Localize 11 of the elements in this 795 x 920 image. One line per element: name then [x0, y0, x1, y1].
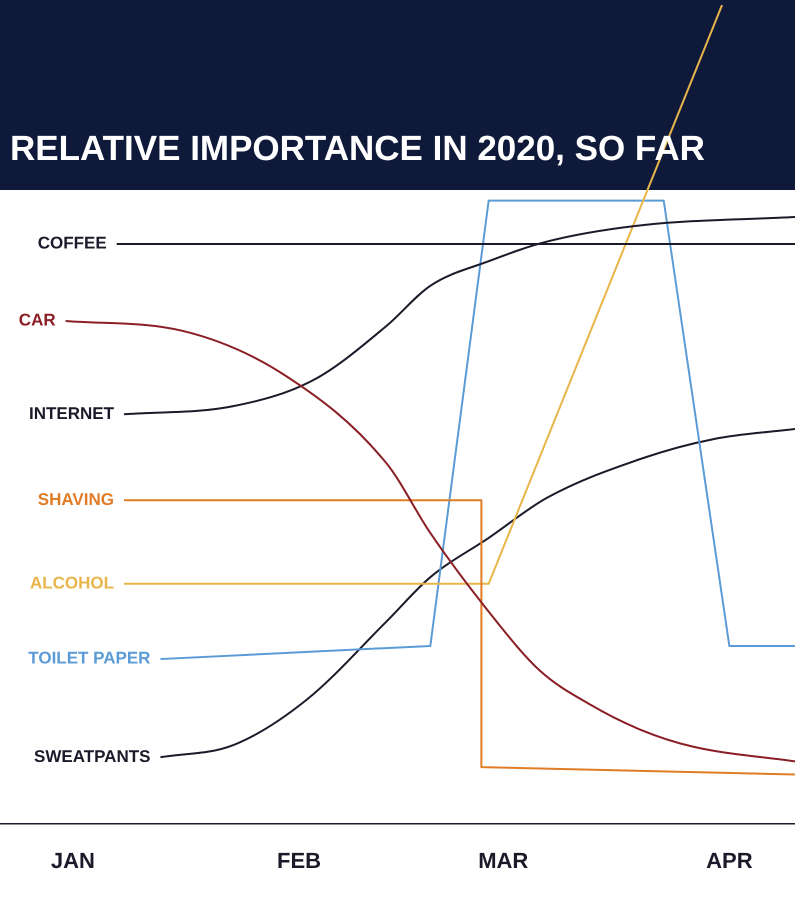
series-label: COFFEE: [38, 234, 107, 253]
x-tick-label: APR: [706, 848, 753, 873]
series-label: INTERNET: [28, 404, 115, 423]
series-label: TOILET PAPER: [28, 648, 150, 668]
x-tick-label: MAR: [478, 848, 528, 873]
series-label: CAR: [18, 310, 56, 330]
x-tick-label: FEB: [277, 848, 322, 873]
series-label: SHAVING: [38, 490, 114, 509]
series-label: ALCOHOL: [30, 573, 114, 592]
x-tick-label: JAN: [50, 848, 95, 873]
series-label: SWEATPANTS: [34, 746, 150, 766]
